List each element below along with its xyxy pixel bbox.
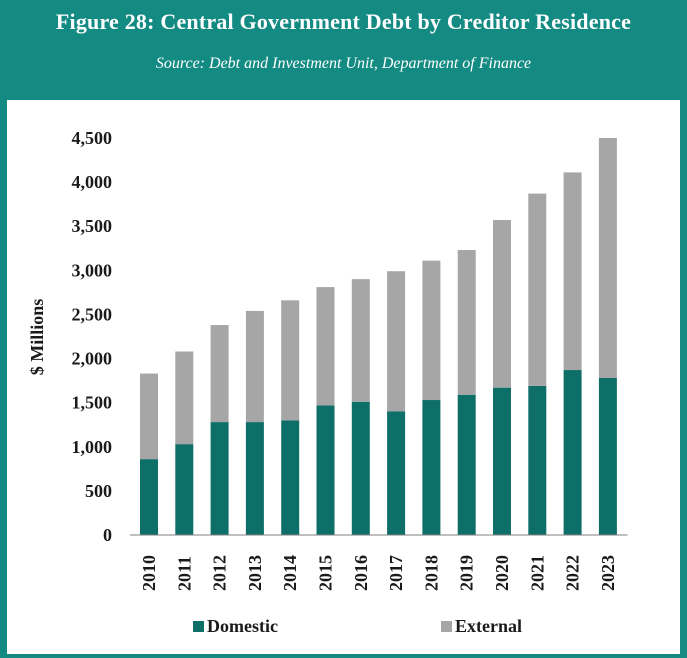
bar-external-2017 [387, 271, 406, 412]
bar-external-2014 [281, 300, 300, 421]
bar-domestic-2013 [245, 422, 264, 535]
x-tick-label: 2012 [210, 555, 230, 591]
y-tick-label: 4,500 [72, 128, 113, 148]
legend-label-domestic: Domestic [207, 616, 278, 636]
bar-external-2010 [140, 373, 158, 460]
x-tick-label: 2017 [386, 555, 406, 591]
x-tick-label: 2022 [563, 555, 583, 591]
bar-domestic-2016 [351, 401, 370, 535]
bar-external-2011 [175, 351, 194, 445]
x-tick-label: 2018 [421, 555, 441, 591]
y-tick-label: 2,500 [72, 304, 113, 324]
x-tick-label: 2014 [280, 555, 300, 591]
chart-header: Figure 28: Central Government Debt by Cr… [0, 0, 687, 100]
y-tick-label: 1,500 [72, 393, 113, 413]
x-tick-label: 2019 [457, 555, 477, 591]
x-tick-label: 2021 [527, 555, 547, 591]
x-tick-label: 2023 [598, 555, 618, 591]
bar-external-2015 [316, 287, 335, 406]
x-tick-label: 2020 [492, 555, 512, 591]
y-tick-label: 500 [85, 481, 112, 501]
x-axis-ticks: 2010 2011 2012 2013 2014 2015 2016 2017 2018 2019… [139, 555, 618, 591]
x-tick-label: 2015 [316, 555, 336, 591]
bar-domestic-2015 [316, 405, 335, 535]
bar-domestic-2018 [422, 400, 441, 535]
legend: Domestic External [193, 616, 522, 636]
chart-title: Figure 28: Central Government Debt by Cr… [55, 9, 632, 34]
legend-label-external: External [455, 616, 522, 636]
bar-external-2022 [563, 172, 582, 371]
bar-domestic-2014 [281, 420, 300, 535]
y-tick-label: 4,000 [72, 172, 113, 192]
bar-external-2016 [351, 279, 370, 402]
legend-swatch-external [441, 621, 452, 632]
bar-domestic-2010 [140, 459, 158, 535]
bar-external-2023 [598, 138, 617, 378]
frame-border-bottom [0, 654, 687, 658]
y-tick-label: 1,000 [72, 437, 113, 457]
bar-external-2021 [528, 193, 547, 386]
chart-subtitle: Source: Debt and Investment Unit, Depart… [155, 55, 532, 72]
y-tick-label: 0 [103, 525, 112, 545]
bar-external-2012 [210, 325, 229, 423]
bar-domestic-2011 [175, 444, 194, 535]
y-tick-label: 3,500 [72, 216, 113, 236]
bar-domestic-2020 [493, 387, 511, 535]
bars [140, 138, 617, 535]
bar-external-2019 [457, 250, 476, 395]
bar-domestic-2022 [563, 370, 582, 535]
bar-domestic-2017 [387, 411, 406, 535]
frame-border-left [0, 100, 7, 658]
bar-external-2018 [422, 260, 441, 401]
y-axis-ticks: 0 500 1,000 1,500 2,000 2,500 3,000 3,500 4,000 4… [72, 128, 113, 545]
bar-domestic-2019 [457, 394, 476, 535]
x-tick-label: 2013 [245, 555, 265, 591]
x-tick-label: 2011 [174, 556, 194, 591]
bar-domestic-2023 [598, 377, 617, 535]
bar-domestic-2021 [528, 385, 547, 535]
frame-border-right [680, 100, 687, 658]
legend-swatch-domestic [193, 621, 204, 632]
x-tick-label: 2016 [351, 555, 371, 591]
y-tick-label: 2,000 [72, 349, 113, 369]
bar-domestic-2012 [210, 422, 229, 535]
x-tick-label: 2010 [139, 555, 159, 591]
bar-external-2020 [493, 220, 511, 388]
y-tick-label: 3,000 [72, 260, 113, 280]
y-axis-label: $ Millions [27, 299, 47, 376]
bar-external-2013 [245, 310, 264, 423]
